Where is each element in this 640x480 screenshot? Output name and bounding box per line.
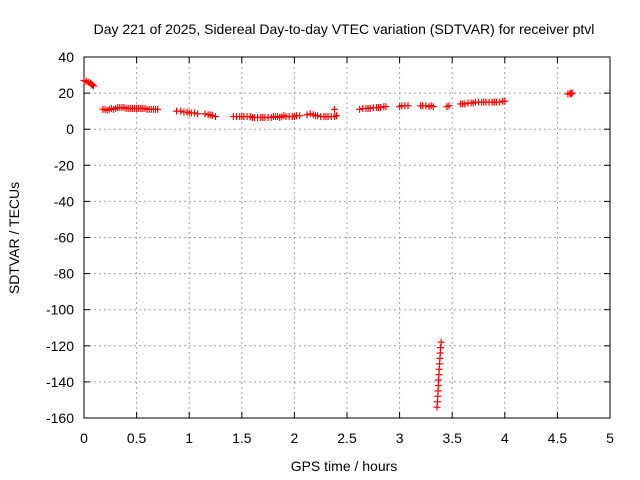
data-point <box>382 103 390 111</box>
x-tick-label: 2.5 <box>337 430 357 446</box>
x-tick-label: 4 <box>501 430 509 446</box>
data-point <box>208 112 216 120</box>
data-point <box>377 104 385 112</box>
data-point <box>306 110 314 118</box>
data-point <box>568 89 576 97</box>
data-point <box>177 107 185 115</box>
data-point <box>154 105 162 113</box>
data-point <box>194 110 202 118</box>
y-tick-label: -40 <box>54 193 74 209</box>
x-tick-label: 1.5 <box>232 430 252 446</box>
x-tick-label: 3.5 <box>442 430 462 446</box>
x-axis-label: GPS time / hours <box>291 458 398 474</box>
data-point <box>89 82 97 90</box>
y-tick-label: -160 <box>46 410 74 426</box>
x-tick-label: 4.5 <box>548 430 568 446</box>
data-point <box>330 105 338 113</box>
y-axis-label: SDTVAR / TECUs <box>6 182 22 294</box>
data-point <box>501 97 509 105</box>
data-point <box>567 90 575 98</box>
x-tick-label: 2 <box>291 430 299 446</box>
y-tick-label: -100 <box>46 302 74 318</box>
x-tick-label: 1 <box>185 430 193 446</box>
y-tick-label: -140 <box>46 374 74 390</box>
x-tick-label: 5 <box>606 430 614 446</box>
data-point <box>366 104 374 112</box>
data-point <box>332 112 340 120</box>
y-tick-label: -60 <box>54 230 74 246</box>
y-tick-label: -80 <box>54 266 74 282</box>
data-points <box>80 76 576 411</box>
x-tick-label: 0.5 <box>127 430 147 446</box>
data-point <box>296 112 304 120</box>
y-axis-ticks: 40 20 0 -20 -40 -60 -80 -100 -120 -140 -160 <box>46 49 610 426</box>
data-point <box>437 338 445 346</box>
y-tick-label: -20 <box>54 157 74 173</box>
data-point <box>88 81 96 89</box>
data-point <box>404 102 412 110</box>
grid-lines <box>84 57 610 418</box>
data-point <box>201 110 209 118</box>
data-point <box>303 111 311 119</box>
y-tick-label: -120 <box>46 338 74 354</box>
y-tick-label: 20 <box>58 85 74 101</box>
x-tick-label: 0 <box>80 430 88 446</box>
data-point <box>429 103 437 111</box>
data-point <box>212 113 219 121</box>
data-point <box>190 109 198 117</box>
data-point <box>314 112 322 120</box>
data-point <box>461 100 469 108</box>
chart-title: Day 221 of 2025, Sidereal Day-to-day VTE… <box>94 21 595 37</box>
y-tick-label: 0 <box>66 121 74 137</box>
x-axis-ticks: 0 0.5 1 1.5 2 2.5 3 3.5 4 4.5 5 <box>80 57 614 446</box>
y-tick-label: 40 <box>58 49 74 65</box>
data-point <box>496 98 504 106</box>
data-point <box>445 102 453 110</box>
data-point <box>356 105 364 113</box>
x-tick-label: 3 <box>396 430 404 446</box>
